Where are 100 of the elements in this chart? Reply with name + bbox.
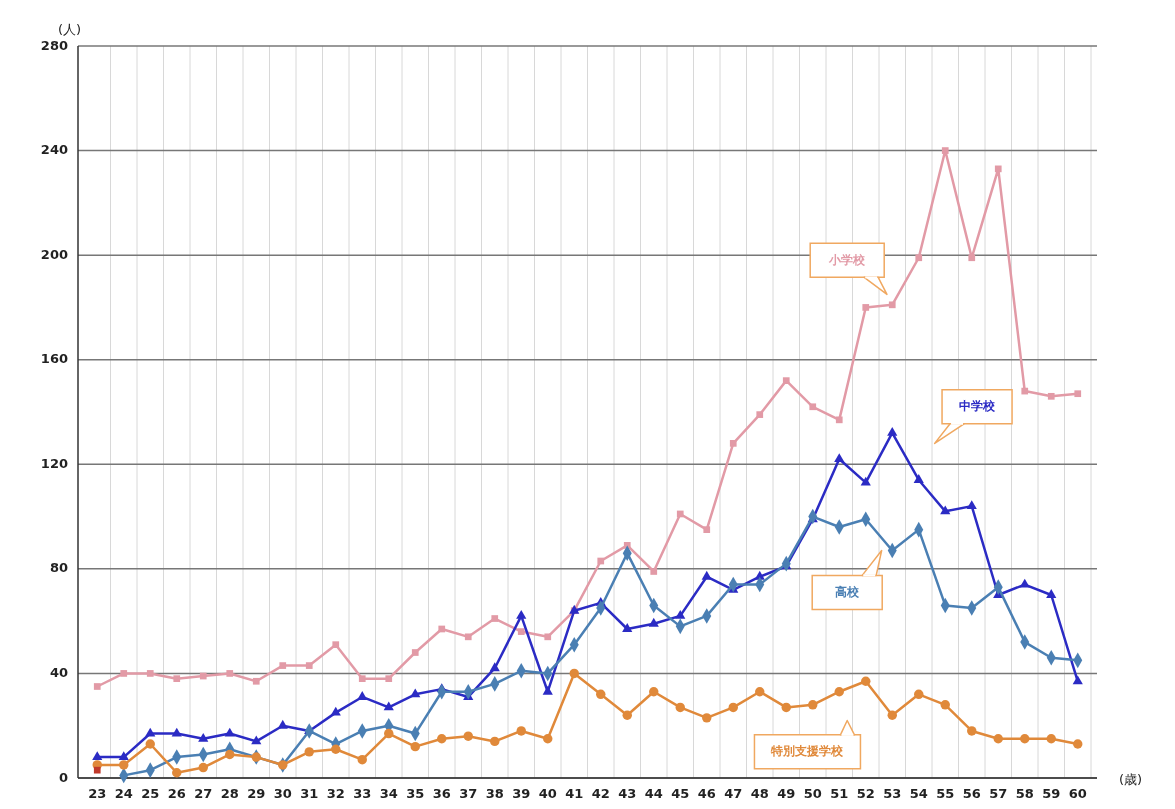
point xyxy=(438,625,446,633)
point xyxy=(489,662,500,672)
point xyxy=(92,751,103,761)
y-tick-label: 40 xyxy=(49,664,68,680)
point xyxy=(305,662,313,669)
x-tick-label: 32 xyxy=(326,786,345,801)
text: 高校 xyxy=(835,584,861,599)
point xyxy=(332,641,340,649)
point xyxy=(145,727,156,737)
point xyxy=(145,739,155,749)
point xyxy=(119,760,129,770)
point xyxy=(252,677,260,685)
y-tick-label: 0 xyxy=(58,769,68,785)
x-tick-label: 60 xyxy=(1068,786,1087,801)
point xyxy=(968,254,976,262)
x-tick-label: 29 xyxy=(247,786,266,801)
x-tick-label: 46 xyxy=(697,786,716,801)
point xyxy=(1046,734,1056,744)
point xyxy=(410,741,420,752)
point xyxy=(491,615,499,622)
point xyxy=(516,610,527,619)
point xyxy=(1046,589,1057,598)
point xyxy=(914,689,924,700)
x-tick-label: 44 xyxy=(644,786,663,801)
point xyxy=(172,768,182,778)
point xyxy=(675,610,686,619)
point xyxy=(729,440,737,447)
x-tick-label: 30 xyxy=(273,786,292,801)
x-tick-label: 58 xyxy=(1015,786,1034,801)
x-tick-label: 48 xyxy=(750,786,769,801)
x-tick-label: 28 xyxy=(220,786,239,801)
point xyxy=(251,735,262,745)
point xyxy=(1021,387,1029,395)
point xyxy=(120,670,128,677)
point xyxy=(941,147,949,154)
point xyxy=(782,377,790,384)
point xyxy=(330,706,341,716)
x-tick-label: 27 xyxy=(194,786,213,801)
x-tick-label: 55 xyxy=(936,786,955,801)
point xyxy=(649,687,659,697)
point xyxy=(648,617,659,627)
point xyxy=(834,453,845,462)
x-tick-label: 51 xyxy=(830,786,849,801)
point xyxy=(835,416,843,424)
x-tick-label: 43 xyxy=(618,786,637,801)
y-tick-label: 240 xyxy=(40,142,68,158)
point xyxy=(357,754,367,765)
point xyxy=(543,734,553,744)
point xyxy=(437,734,447,744)
point xyxy=(331,744,341,754)
y-tick-label: 280 xyxy=(40,37,68,53)
x-tick-label: 52 xyxy=(856,786,875,801)
point xyxy=(967,726,977,736)
x-tick-label: 41 xyxy=(565,786,584,801)
x-tick-label: 50 xyxy=(803,786,822,801)
point xyxy=(1073,739,1083,749)
y-axis-title: (人) xyxy=(58,22,82,37)
point xyxy=(544,633,552,641)
point xyxy=(411,649,419,656)
x-tick-label: 40 xyxy=(538,786,557,801)
x-tick-label: 38 xyxy=(485,786,504,801)
x-tick-label: 59 xyxy=(1042,786,1061,801)
x-tick-label: 53 xyxy=(883,786,902,801)
point xyxy=(198,762,208,773)
x-tick-label: 34 xyxy=(379,786,398,801)
y-tick-label: 160 xyxy=(40,351,68,367)
point xyxy=(596,689,606,700)
point xyxy=(173,675,181,683)
point xyxy=(1074,390,1082,398)
point xyxy=(224,727,235,737)
x-tick-label: 37 xyxy=(459,786,478,801)
point xyxy=(1020,734,1030,744)
point xyxy=(913,474,924,483)
point xyxy=(304,747,314,757)
point xyxy=(385,675,393,683)
point xyxy=(622,710,632,720)
point xyxy=(888,301,896,309)
point xyxy=(650,568,658,575)
text: 特別支援学校 xyxy=(770,744,845,759)
point xyxy=(756,411,764,418)
point xyxy=(384,728,394,739)
point xyxy=(225,749,235,760)
point xyxy=(516,726,526,736)
point xyxy=(966,500,977,510)
x-tick-label: 39 xyxy=(512,786,531,801)
point xyxy=(862,304,870,311)
x-tick-label: 25 xyxy=(141,786,160,801)
text: 中学校 xyxy=(959,399,997,414)
point xyxy=(464,633,472,641)
point xyxy=(703,526,711,533)
x-tick-label: 36 xyxy=(432,786,451,801)
x-tick-label: 45 xyxy=(671,786,690,801)
point xyxy=(701,570,712,580)
point xyxy=(463,731,473,741)
x-tick-label: 54 xyxy=(909,786,928,801)
point xyxy=(860,476,871,486)
x-tick-label: 56 xyxy=(962,786,981,801)
point xyxy=(728,702,738,713)
point xyxy=(118,751,129,761)
point xyxy=(675,702,685,713)
